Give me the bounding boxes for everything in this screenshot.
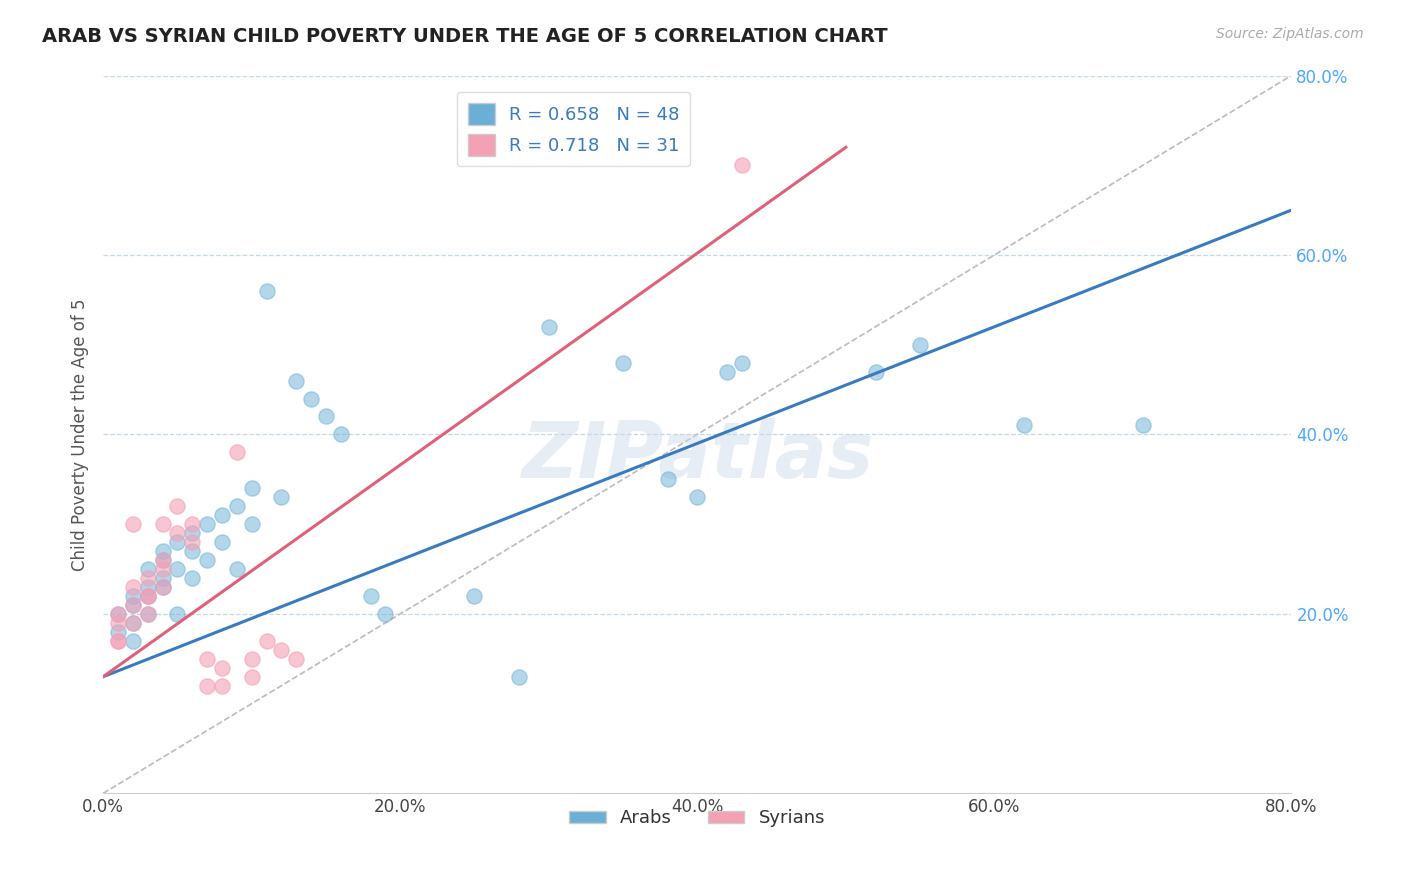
Point bbox=[537, 319, 560, 334]
Point bbox=[612, 356, 634, 370]
Point bbox=[152, 544, 174, 558]
Point bbox=[136, 589, 159, 603]
Point bbox=[136, 607, 159, 621]
Point bbox=[152, 580, 174, 594]
Point bbox=[211, 535, 233, 549]
Point bbox=[195, 517, 218, 532]
Point bbox=[107, 633, 129, 648]
Point bbox=[121, 517, 143, 532]
Point bbox=[211, 679, 233, 693]
Point bbox=[1132, 418, 1154, 433]
Point bbox=[240, 481, 263, 495]
Point bbox=[181, 535, 204, 549]
Point bbox=[195, 553, 218, 567]
Point bbox=[107, 624, 129, 639]
Point bbox=[152, 553, 174, 567]
Point bbox=[136, 589, 159, 603]
Point bbox=[256, 633, 278, 648]
Point bbox=[136, 607, 159, 621]
Point bbox=[225, 500, 247, 514]
Point bbox=[181, 526, 204, 541]
Point bbox=[508, 670, 530, 684]
Point bbox=[166, 500, 188, 514]
Point bbox=[121, 615, 143, 630]
Point bbox=[329, 427, 352, 442]
Point bbox=[716, 365, 738, 379]
Point bbox=[107, 607, 129, 621]
Point bbox=[121, 589, 143, 603]
Point bbox=[463, 589, 485, 603]
Point bbox=[195, 679, 218, 693]
Point bbox=[152, 571, 174, 585]
Point bbox=[136, 571, 159, 585]
Point bbox=[686, 490, 709, 504]
Point bbox=[107, 607, 129, 621]
Point bbox=[121, 633, 143, 648]
Point bbox=[166, 562, 188, 576]
Point bbox=[121, 615, 143, 630]
Text: ARAB VS SYRIAN CHILD POVERTY UNDER THE AGE OF 5 CORRELATION CHART: ARAB VS SYRIAN CHILD POVERTY UNDER THE A… bbox=[42, 27, 887, 45]
Point bbox=[181, 517, 204, 532]
Y-axis label: Child Poverty Under the Age of 5: Child Poverty Under the Age of 5 bbox=[72, 298, 89, 571]
Point bbox=[225, 562, 247, 576]
Point bbox=[240, 670, 263, 684]
Point bbox=[285, 374, 308, 388]
Point bbox=[908, 337, 931, 351]
Point bbox=[152, 580, 174, 594]
Text: Source: ZipAtlas.com: Source: ZipAtlas.com bbox=[1216, 27, 1364, 41]
Point bbox=[136, 562, 159, 576]
Point bbox=[211, 661, 233, 675]
Point bbox=[240, 517, 263, 532]
Point bbox=[270, 490, 292, 504]
Point bbox=[360, 589, 382, 603]
Point bbox=[107, 633, 129, 648]
Point bbox=[166, 535, 188, 549]
Point bbox=[731, 356, 754, 370]
Point bbox=[121, 580, 143, 594]
Point bbox=[152, 517, 174, 532]
Point bbox=[166, 526, 188, 541]
Point bbox=[181, 571, 204, 585]
Point bbox=[240, 652, 263, 666]
Point bbox=[1012, 418, 1035, 433]
Point bbox=[152, 553, 174, 567]
Point bbox=[181, 544, 204, 558]
Text: ZIPatlas: ZIPatlas bbox=[522, 418, 873, 494]
Point bbox=[136, 589, 159, 603]
Point bbox=[107, 615, 129, 630]
Point bbox=[225, 445, 247, 459]
Point bbox=[121, 598, 143, 612]
Point bbox=[136, 580, 159, 594]
Point bbox=[256, 284, 278, 298]
Point bbox=[315, 409, 337, 424]
Point bbox=[152, 562, 174, 576]
Point bbox=[865, 365, 887, 379]
Point bbox=[211, 508, 233, 523]
Point bbox=[195, 652, 218, 666]
Point bbox=[166, 607, 188, 621]
Point bbox=[657, 472, 679, 486]
Point bbox=[285, 652, 308, 666]
Point bbox=[731, 158, 754, 172]
Point bbox=[121, 598, 143, 612]
Point bbox=[270, 642, 292, 657]
Point bbox=[374, 607, 396, 621]
Legend: Arabs, Syrians: Arabs, Syrians bbox=[562, 802, 832, 835]
Point bbox=[299, 392, 322, 406]
